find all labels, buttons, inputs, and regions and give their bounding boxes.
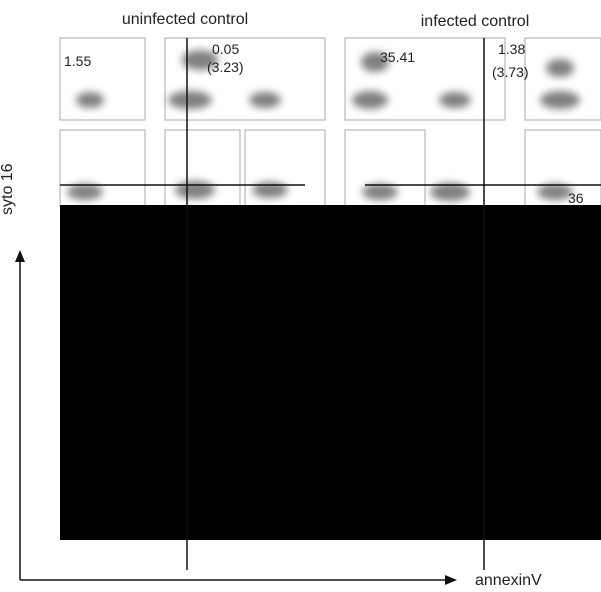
panel-title: uninfected control bbox=[122, 11, 248, 28]
value-label: (3.73) bbox=[492, 64, 529, 80]
cloud bbox=[249, 92, 281, 108]
x-axis-label: annexinV bbox=[475, 572, 542, 589]
cloud bbox=[67, 184, 103, 200]
scatter-clouds bbox=[67, 50, 580, 201]
panel bbox=[344, 129, 426, 207]
y-arrowhead bbox=[15, 250, 25, 262]
gate-lines bbox=[60, 38, 601, 570]
panel-title: infected control bbox=[421, 13, 530, 30]
cloud bbox=[168, 91, 212, 109]
labels: uninfected control infected control 1.55… bbox=[0, 11, 584, 589]
y-axis-label: syto 16 bbox=[0, 163, 16, 215]
cloud bbox=[252, 182, 288, 198]
dark-region bbox=[60, 205, 601, 540]
cloud bbox=[540, 91, 580, 109]
value-label: 1.38 bbox=[498, 41, 525, 57]
value-label: 35.41 bbox=[380, 49, 415, 65]
cloud bbox=[175, 181, 215, 199]
x-arrowhead bbox=[445, 575, 457, 585]
cloud bbox=[361, 52, 389, 72]
cloud bbox=[182, 50, 218, 70]
value-label: (3.23) bbox=[207, 59, 244, 75]
value-label: 0.05 bbox=[212, 41, 239, 57]
cloud bbox=[352, 91, 388, 109]
cloud bbox=[362, 184, 398, 200]
value-label: 36 bbox=[568, 190, 584, 206]
cloud bbox=[546, 59, 574, 77]
cloud bbox=[430, 183, 470, 201]
cloud bbox=[537, 184, 573, 200]
cloud bbox=[439, 92, 471, 108]
panel bbox=[59, 37, 146, 121]
value-label: 1.55 bbox=[64, 53, 91, 69]
axes-arrows bbox=[15, 250, 457, 585]
cloud bbox=[76, 92, 104, 108]
